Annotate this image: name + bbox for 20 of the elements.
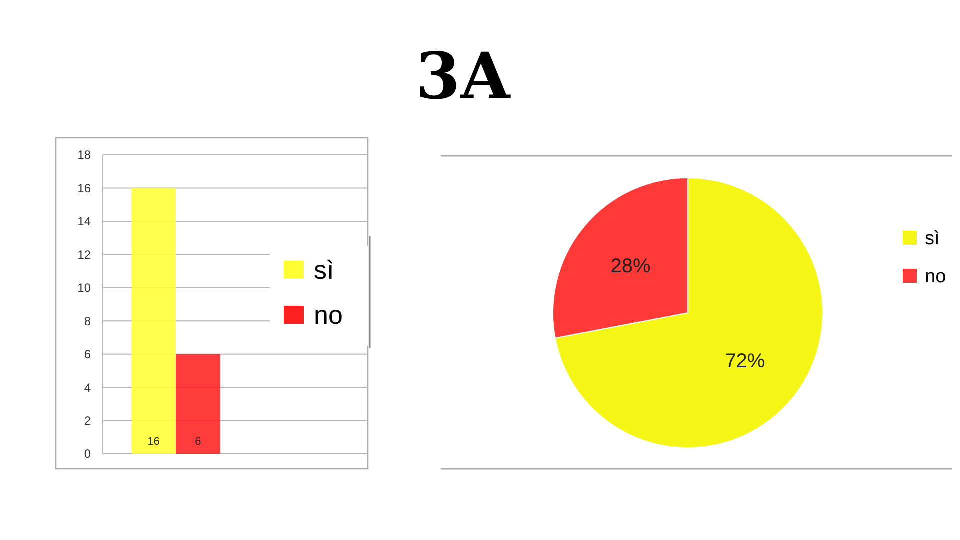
data-label: 28%	[610, 256, 652, 278]
legend-label: sì	[314, 255, 334, 286]
data-label: 6	[195, 436, 202, 448]
chart-title: 3A	[416, 39, 512, 114]
legend-label: no	[314, 300, 343, 330]
legend-label: no	[925, 266, 946, 288]
pie-slice	[554, 178, 824, 448]
y-tick-label: 2	[84, 414, 92, 428]
y-tick-label: 6	[84, 348, 92, 362]
y-tick-label: 12	[78, 248, 92, 262]
y-tick-label: 0	[84, 447, 92, 462]
data-label: 72%	[725, 350, 766, 372]
y-tick-label: 14	[78, 214, 92, 229]
y-tick-label: 4	[84, 380, 92, 395]
data-label: 16	[148, 436, 160, 448]
y-tick-label: 10	[78, 281, 92, 296]
legend-label: sì	[925, 228, 940, 250]
y-tick-label: 8	[84, 314, 92, 328]
y-tick-label: 16	[78, 181, 92, 196]
y-tick-label: 18	[78, 148, 92, 162]
